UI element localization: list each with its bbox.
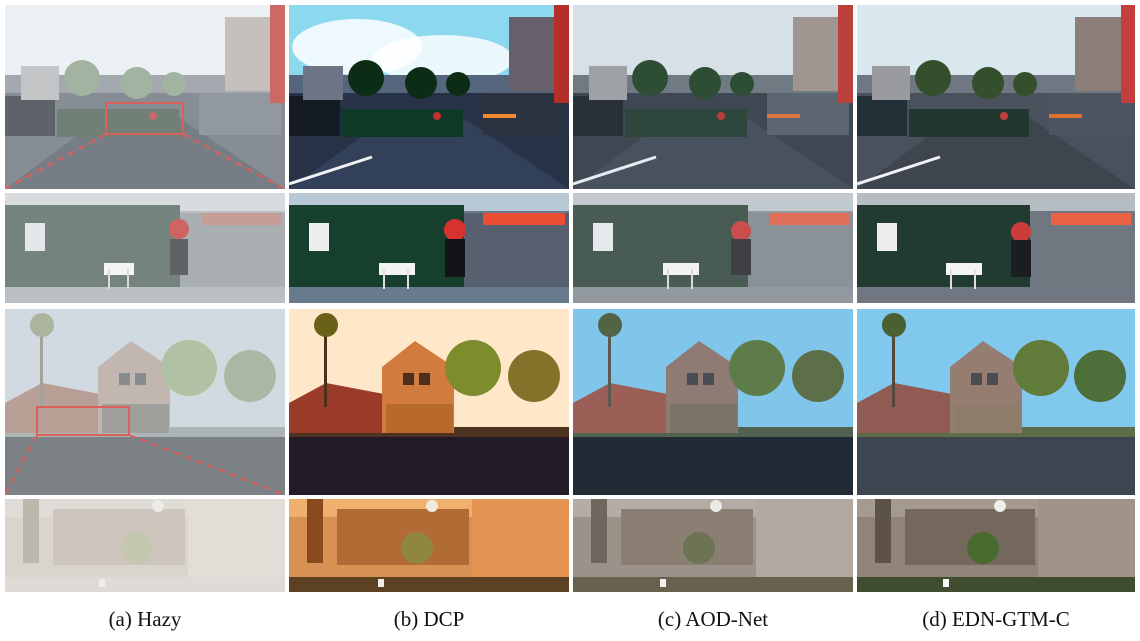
- edn-gtm-c-street-image: [857, 5, 1135, 189]
- dcp-house-zoom-image: [289, 499, 569, 592]
- aod-net-house-zoom-image: [573, 499, 853, 592]
- caption-a: (a) Hazy: [108, 607, 182, 631]
- edn-gtm-c-house-image: [857, 309, 1135, 495]
- edn-gtm-c-street-zoom-image: [857, 193, 1135, 303]
- dcp-street-zoom-image: [289, 193, 569, 303]
- edn-gtm-c-house-zoom-image: [857, 499, 1135, 592]
- caption-d: (d) EDN-GTM-C: [922, 607, 1070, 631]
- aod-net-street-zoom: [573, 193, 853, 303]
- dcp-street-zoom: [289, 193, 569, 303]
- hazy-street-scene: [5, 5, 285, 189]
- edn-gtm-c-street-scene: [857, 5, 1135, 189]
- aod-net-house-zoom: [573, 499, 853, 592]
- caption-b: (b) DCP: [393, 607, 465, 631]
- aod-net-street-image: [573, 5, 853, 189]
- hazy-house-image: [5, 309, 285, 495]
- dcp-house-scene: [289, 309, 569, 495]
- dcp-house-zoom: [289, 499, 569, 592]
- hazy-house-zoom-image: [5, 499, 285, 592]
- aod-net-street-scene: [573, 5, 853, 189]
- dcp-street-scene: [289, 5, 569, 189]
- dcp-house-image: [289, 309, 569, 495]
- edn-gtm-c-house-zoom: [857, 499, 1135, 592]
- edn-gtm-c-street-zoom: [857, 193, 1135, 303]
- hazy-street-image: [5, 5, 285, 189]
- hazy-street-zoom: [5, 193, 285, 303]
- edn-gtm-c-house-scene: [857, 309, 1135, 495]
- aod-net-house-image: [573, 309, 853, 495]
- dcp-street-image: [289, 5, 569, 189]
- hazy-street-zoom-image: [5, 193, 285, 303]
- aod-net-street-zoom-image: [573, 193, 853, 303]
- caption-c: (c) AOD-Net: [657, 607, 769, 631]
- hazy-house-scene: [5, 309, 285, 495]
- aod-net-house-scene: [573, 309, 853, 495]
- hazy-house-zoom: [5, 499, 285, 592]
